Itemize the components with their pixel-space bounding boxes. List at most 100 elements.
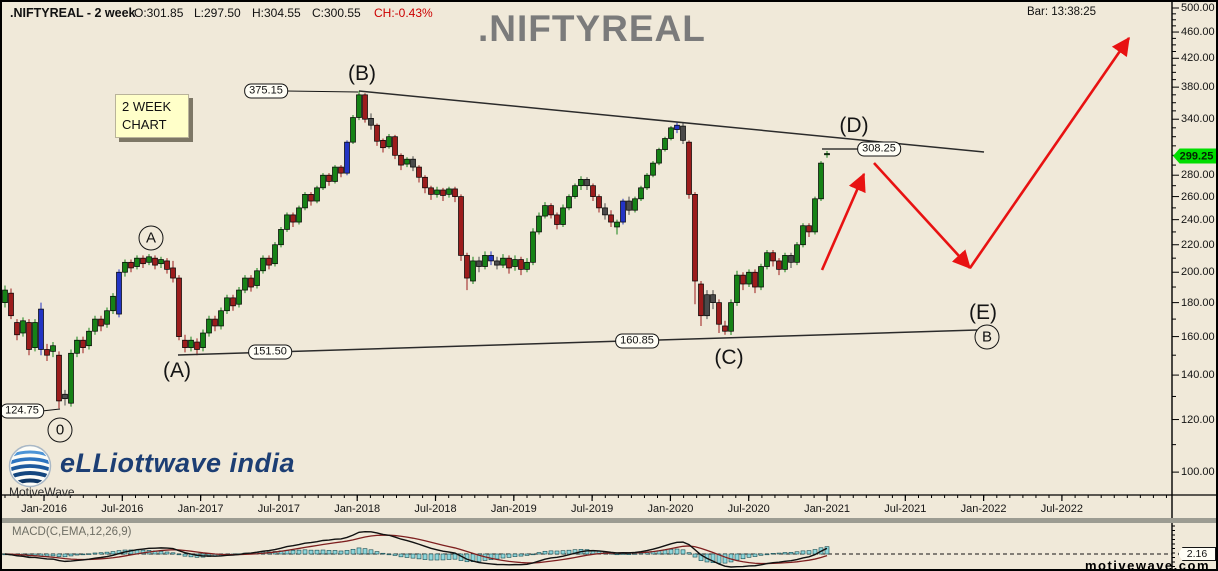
candle: [170, 260, 176, 283]
candle: [614, 219, 620, 235]
macd-histogram-bar: [560, 550, 566, 555]
macd-histogram-bar: [746, 553, 752, 558]
macd-histogram-bar: [530, 553, 536, 556]
candle: [86, 327, 92, 350]
candle: [758, 263, 764, 291]
circled-wave-label[interactable]: 0: [47, 417, 73, 443]
price-callout[interactable]: 124.75: [2, 403, 44, 419]
candle: [290, 212, 296, 227]
candle: [566, 194, 572, 211]
wave-label[interactable]: (D): [839, 114, 869, 137]
macd-histogram-bar: [416, 553, 422, 560]
macd-histogram-bar: [74, 553, 80, 556]
watermark-symbol-title: .NIFTYREAL: [478, 8, 706, 49]
candle: [530, 228, 536, 266]
macd-histogram-bar: [692, 553, 698, 558]
macd-histogram-bar: [674, 548, 680, 555]
candle: [236, 287, 242, 308]
macd-histogram-bar: [542, 550, 548, 555]
candle: [380, 138, 386, 153]
macd-histogram-bar: [446, 553, 452, 560]
candle: [692, 192, 698, 305]
price-callout[interactable]: 151.50: [248, 344, 292, 360]
candle: [674, 122, 680, 134]
candle: [14, 319, 20, 341]
macd-histogram-bar: [506, 553, 512, 558]
candle: [734, 270, 740, 306]
candle: [308, 192, 314, 206]
macd-histogram-bar: [710, 553, 716, 563]
wave-label[interactable]: (A): [163, 359, 191, 382]
macd-histogram-bar: [50, 553, 56, 557]
projection-arrow[interactable]: [820, 172, 866, 271]
macd-histogram-bar: [614, 553, 620, 556]
wave-label[interactable]: (E): [969, 301, 997, 324]
candle: [776, 258, 782, 276]
candle: [254, 267, 260, 289]
candle: [458, 194, 464, 261]
projection-arrow[interactable]: [968, 36, 1131, 269]
wave-label[interactable]: (C): [714, 346, 744, 369]
macd-histogram-bar: [752, 553, 758, 557]
candle: [440, 187, 446, 202]
macd-indicator-label[interactable]: MACD(C,EMA,12,26,9): [12, 526, 132, 538]
candle: [638, 185, 644, 202]
candle: [230, 294, 236, 311]
circled-wave-label[interactable]: A: [138, 225, 164, 251]
candle: [824, 150, 830, 158]
candle: [722, 320, 728, 335]
macd-histogram-bar: [734, 553, 740, 561]
candle: [332, 165, 338, 184]
candle: [146, 254, 152, 266]
candle: [20, 317, 26, 337]
candle: [206, 315, 212, 337]
sticky-note-line2: CHART: [122, 116, 167, 132]
macd-histogram-bar: [536, 552, 542, 555]
candle: [104, 307, 110, 328]
macd-line: [4, 530, 828, 568]
projection-arrow[interactable]: [873, 162, 971, 269]
candle: [386, 134, 392, 149]
candle: [728, 299, 734, 336]
candle: [140, 255, 146, 268]
price-callout[interactable]: 160.85: [615, 333, 659, 349]
price-callout[interactable]: 308.25: [857, 141, 901, 157]
macd-histogram-bar: [770, 553, 776, 555]
candle: [296, 205, 302, 225]
macd-histogram-bar: [128, 549, 134, 555]
macd-histogram-bar: [158, 551, 164, 555]
candle: [302, 192, 308, 211]
macd-histogram-bar: [302, 549, 308, 555]
price-callout[interactable]: 375.15: [244, 83, 288, 99]
close-value: C:300.55: [312, 6, 361, 20]
wave-label[interactable]: (B): [348, 62, 376, 85]
macd-histogram-bar: [764, 553, 770, 556]
candle: [644, 173, 650, 190]
panel-divider[interactable]: [2, 518, 1218, 523]
candle: [152, 255, 158, 270]
sticky-note[interactable]: 2 WEEK CHART: [115, 94, 189, 138]
candle: [200, 329, 206, 352]
macd-histogram-bar: [788, 552, 794, 555]
macd-histogram-bar: [68, 553, 74, 557]
sticky-note-line1: 2 WEEK: [122, 99, 172, 114]
candle: [188, 336, 194, 352]
macd-histogram-bar: [824, 546, 830, 555]
candle: [266, 255, 272, 270]
macd-histogram-bar: [362, 548, 368, 555]
candle: [794, 242, 800, 266]
candle: [620, 198, 626, 225]
candle: [482, 251, 488, 270]
candle: [392, 134, 398, 160]
candle: [110, 293, 116, 315]
candle: [632, 196, 638, 213]
circled-wave-label[interactable]: B: [974, 324, 1000, 350]
candle: [44, 343, 50, 362]
macd-histogram-bar: [620, 553, 626, 555]
candle: [374, 123, 380, 146]
candle: [686, 140, 692, 199]
candle: [464, 252, 470, 291]
trendline[interactable]: [177, 329, 978, 356]
